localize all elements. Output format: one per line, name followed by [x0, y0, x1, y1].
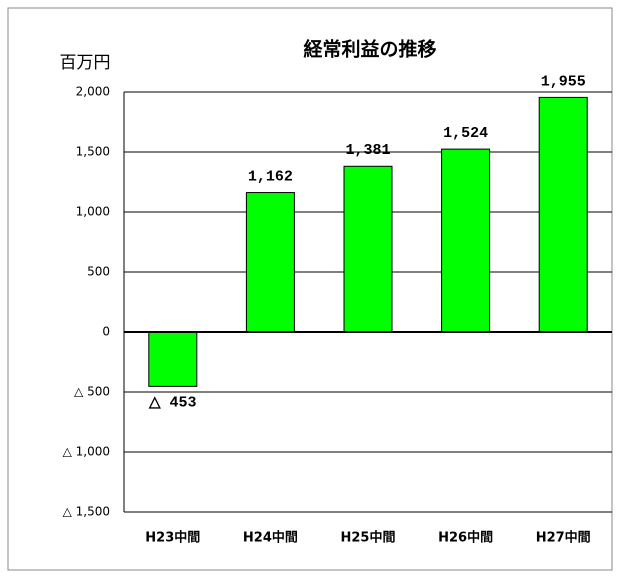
y-tick-label: 1,500 [76, 145, 110, 159]
bar [538, 96, 588, 333]
value-label: 1,162 [248, 169, 293, 186]
x-tick-label: H24中間 [243, 530, 298, 546]
value-label: △ 453 [148, 394, 197, 411]
chart-title: 経常利益の推移 [303, 38, 436, 61]
bar [343, 165, 393, 333]
y-tick-label: 500 [87, 265, 110, 279]
chart-frame [7, 7, 613, 571]
x-tick-label: H27中間 [536, 530, 591, 546]
y-tick-label: △ 500 [74, 385, 110, 399]
bar [148, 331, 198, 387]
bar [441, 148, 491, 333]
x-tick-label: H25中間 [341, 530, 396, 546]
value-label: 1,524 [443, 125, 488, 142]
value-label: 1,381 [345, 142, 390, 159]
y-tick-label: 1,000 [76, 205, 110, 219]
y-tick-label: 0 [102, 325, 110, 339]
x-tick-label: H23中間 [145, 530, 200, 546]
y-tick-label: △ 1,000 [63, 445, 110, 459]
unit-label: 百万円 [60, 53, 111, 73]
bar [245, 192, 295, 333]
y-tick-label: △ 1,500 [63, 505, 110, 519]
y-tick-label: 2,000 [76, 85, 110, 99]
x-tick-label: H26中間 [438, 530, 493, 546]
value-label: 1,955 [541, 73, 586, 90]
